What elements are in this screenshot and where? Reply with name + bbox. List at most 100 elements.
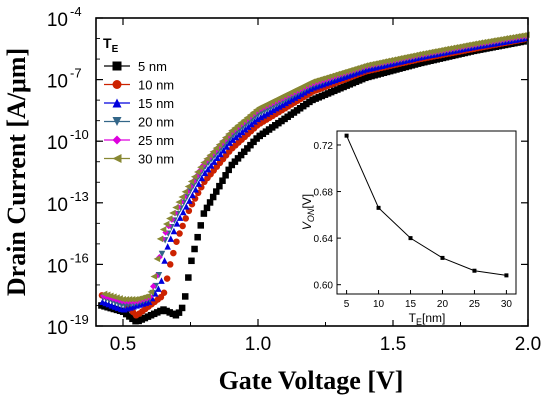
legend-label: 5 nm bbox=[138, 59, 167, 74]
data-point bbox=[479, 38, 487, 46]
data-point bbox=[170, 227, 178, 235]
data-point bbox=[392, 55, 400, 63]
data-point bbox=[507, 34, 515, 41]
data-point bbox=[186, 197, 193, 204]
legend-marker bbox=[112, 61, 122, 71]
data-point bbox=[160, 289, 168, 296]
y-tick-label: 10 bbox=[47, 195, 68, 216]
inset-data-point bbox=[344, 133, 349, 138]
data-point bbox=[476, 39, 484, 46]
legend-label: 25 nm bbox=[138, 133, 174, 148]
data-point bbox=[240, 148, 248, 156]
data-point bbox=[263, 110, 271, 117]
data-point bbox=[370, 60, 378, 67]
legend-label: 10 nm bbox=[138, 78, 174, 93]
data-point bbox=[402, 53, 409, 61]
inset-data-point bbox=[376, 205, 381, 210]
data-point bbox=[203, 204, 211, 212]
data-point bbox=[173, 220, 181, 227]
legend-marker bbox=[112, 154, 122, 163]
data-point bbox=[254, 115, 261, 123]
data-point bbox=[216, 182, 223, 190]
data-point bbox=[221, 134, 229, 141]
data-point bbox=[131, 296, 139, 303]
inset-x-ticks: 5 10 15 20 25 30 bbox=[344, 290, 512, 310]
data-point bbox=[405, 53, 412, 60]
y-tick-exponent: -7 bbox=[70, 66, 82, 81]
legend-marker bbox=[112, 98, 122, 108]
legend-marker bbox=[112, 117, 122, 126]
inset-y-axis-title: VON[V] bbox=[300, 194, 316, 230]
inset-y-ticks: 0.60 0.64 0.68 0.72 bbox=[314, 141, 341, 292]
data-point bbox=[149, 283, 157, 290]
data-point bbox=[495, 36, 502, 43]
data-point bbox=[408, 52, 415, 59]
data-point bbox=[247, 141, 254, 149]
data-point bbox=[184, 183, 192, 190]
data-point bbox=[231, 124, 238, 132]
data-point bbox=[197, 164, 204, 171]
data-point bbox=[429, 48, 437, 55]
data-point bbox=[167, 235, 175, 242]
data-point bbox=[270, 106, 277, 114]
data-point bbox=[228, 127, 235, 134]
data-point bbox=[209, 148, 217, 155]
legend-item: 25 nm bbox=[104, 133, 174, 148]
data-point bbox=[194, 168, 201, 176]
data-point bbox=[182, 215, 190, 222]
x-tick-label: 1.5 bbox=[380, 334, 406, 355]
data-point bbox=[209, 193, 217, 201]
data-point bbox=[276, 103, 283, 110]
data-point bbox=[248, 120, 255, 128]
data-point bbox=[204, 165, 212, 173]
data-point bbox=[163, 275, 171, 282]
data-point bbox=[445, 45, 453, 52]
y-tick-label: 10 bbox=[47, 72, 68, 93]
data-point bbox=[242, 125, 249, 133]
y-tick-exponent: -13 bbox=[70, 189, 89, 204]
data-point bbox=[234, 122, 241, 129]
data-point bbox=[198, 174, 206, 182]
main-plot-frame bbox=[95, 17, 529, 327]
legend-item: 30 nm bbox=[104, 152, 174, 167]
data-point bbox=[279, 101, 286, 108]
legend-item: 10 nm bbox=[104, 78, 174, 93]
inset-y-tick-label: 0.68 bbox=[314, 188, 334, 199]
legend-items: 5 nm 10 nm 15 nm 20 nm 25 nm 30 nm bbox=[104, 59, 174, 167]
data-point bbox=[243, 114, 251, 121]
data-point bbox=[231, 158, 239, 165]
data-point bbox=[220, 146, 227, 154]
inset-x-tick-label: 20 bbox=[437, 299, 449, 310]
data-point bbox=[176, 230, 183, 237]
data-point bbox=[461, 42, 468, 49]
main-x-axis-title: Gate Voltage [V] bbox=[219, 366, 404, 395]
data-point bbox=[257, 113, 265, 121]
data-point bbox=[301, 88, 308, 96]
data-point bbox=[222, 172, 229, 179]
data-point bbox=[203, 155, 210, 163]
data-point bbox=[158, 277, 165, 284]
data-point bbox=[504, 34, 511, 42]
data-point bbox=[158, 250, 166, 258]
data-point bbox=[439, 46, 446, 53]
data-point bbox=[153, 255, 161, 263]
data-point bbox=[229, 136, 237, 143]
data-point bbox=[304, 87, 311, 94]
data-point bbox=[240, 116, 248, 124]
data-point bbox=[190, 173, 198, 180]
data-point bbox=[426, 48, 434, 56]
y-tick-exponent: -10 bbox=[70, 127, 89, 142]
data-point bbox=[414, 51, 421, 58]
data-point bbox=[187, 178, 195, 185]
data-point bbox=[244, 145, 251, 152]
data-point bbox=[156, 235, 164, 243]
data-point bbox=[467, 41, 474, 48]
data-point bbox=[175, 198, 182, 206]
data-point bbox=[454, 43, 462, 50]
data-point bbox=[200, 159, 207, 166]
data-point bbox=[417, 50, 425, 58]
data-point bbox=[211, 158, 218, 165]
data-point bbox=[215, 141, 223, 148]
data-point bbox=[185, 274, 192, 281]
